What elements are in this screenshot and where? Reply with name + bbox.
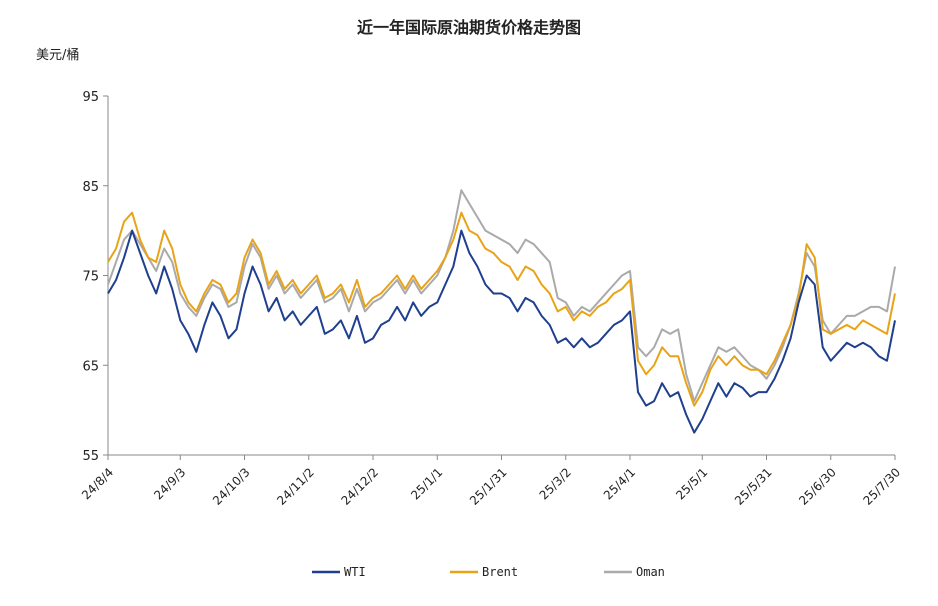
x-tick-label: 25/7/30 (861, 465, 904, 508)
legend: WTI Brent Oman (312, 565, 665, 579)
x-tick-label: 24/9/3 (151, 465, 188, 502)
legend-label-wti: WTI (344, 565, 366, 579)
y-tick-label: 65 (82, 359, 99, 374)
y-tick-label: 95 (82, 90, 99, 105)
x-tick-label: 24/10/3 (210, 465, 253, 508)
y-tick-label: 85 (82, 180, 99, 195)
x-tick-label: 25/6/30 (796, 465, 839, 508)
series-layer (107, 189, 896, 434)
series-line-brent (107, 211, 896, 407)
x-tick-label: 25/5/31 (732, 465, 775, 508)
x-tick-label: 24/8/4 (79, 465, 116, 502)
y-tick-label: 75 (82, 270, 99, 285)
series-line-oman (107, 189, 896, 403)
legend-label-oman: Oman (636, 565, 665, 579)
legend-label-brent: Brent (482, 565, 518, 579)
x-tick-label: 25/5/1 (673, 465, 710, 502)
y-axis-unit-label: 美元/桶 (36, 48, 79, 63)
x-tick-label: 24/11/2 (274, 465, 317, 508)
y-tick-label: 55 (82, 449, 99, 464)
chart-title: 近一年国际原油期货价格走势图 (357, 18, 581, 37)
series-line-wti (107, 229, 896, 434)
x-tick-label: 25/3/2 (537, 465, 574, 502)
x-tick-label: 25/4/1 (601, 465, 638, 502)
x-tick-label: 25/1/31 (467, 465, 510, 508)
x-tick-label: 25/1/1 (408, 465, 445, 502)
x-tick-label: 24/12/2 (339, 465, 382, 508)
